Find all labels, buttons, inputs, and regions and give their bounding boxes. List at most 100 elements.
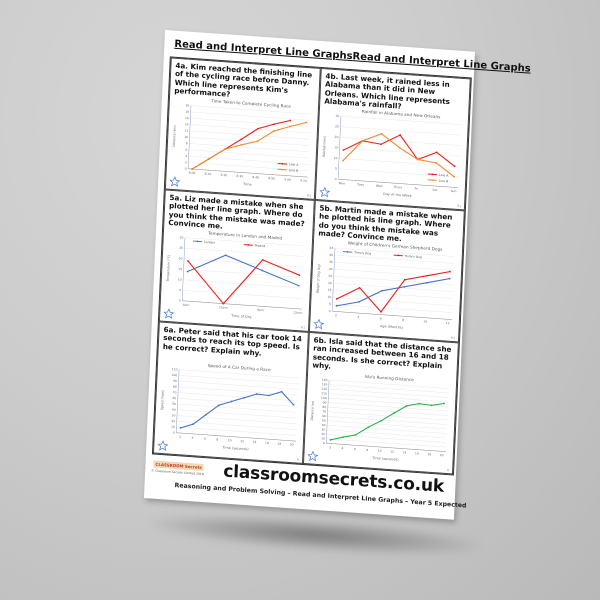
star-icon [169,176,181,188]
svg-text:50: 50 [322,418,326,422]
svg-text:25: 25 [335,124,339,128]
star-icon [319,186,331,198]
svg-text:16: 16 [185,116,189,120]
page-ref: R1 [450,335,456,341]
svg-text:6am: 6am [183,303,190,307]
svg-text:6pm: 6pm [257,308,264,312]
page-ref: R1 [456,203,462,209]
svg-text:14: 14 [252,440,256,444]
svg-text:10: 10 [171,425,175,429]
svg-text:35: 35 [329,260,333,264]
svg-text:25: 25 [179,246,183,250]
legend-entry: Madrid [255,244,266,249]
svg-text:60: 60 [322,414,326,418]
page-ref: R1 [306,193,312,198]
svg-text:50: 50 [172,402,176,406]
svg-text:14: 14 [402,450,406,454]
svg-text:0: 0 [173,431,175,435]
line-chart: Rainfall in Alabama and New Orleans 0 5 10 1… [322,109,461,198]
svg-text:0: 0 [185,167,187,171]
svg-text:8: 8 [402,318,404,322]
series-line [180,391,294,429]
svg-text:25: 25 [328,274,332,278]
svg-text:5: 5 [329,302,331,306]
question-4a: 4a. Kim reached the finishing line of th… [164,57,321,200]
chart-4b: Rainfall in Alabama and New Orleans 0 5 10 1… [319,105,465,203]
question-text: 6a. Peter said that his car took 14 seco… [162,324,303,358]
svg-text:Wed: Wed [376,184,383,188]
chart-title: Temperature in London and Madrid [207,230,283,240]
svg-text:12: 12 [446,321,450,325]
svg-text:30: 30 [172,413,176,417]
svg-text:9.10: 9.10 [300,178,307,182]
svg-text:110: 110 [321,391,327,395]
svg-text:12pm: 12pm [219,305,228,309]
chart-5a: Temperature in London and Madrid 0 5 10 15 20… [163,227,309,325]
svg-text:6: 6 [185,148,187,152]
svg-text:2: 2 [185,160,187,164]
svg-text:5: 5 [335,167,337,171]
svg-text:30: 30 [321,427,325,431]
svg-text:30: 30 [329,267,333,271]
y-axis-label: Speed (mph) [160,390,165,410]
svg-text:4: 4 [341,446,343,450]
svg-text:30: 30 [180,235,184,239]
question-5a: 5a. Liz made a mistake when she plotted … [158,189,315,332]
legend-entry: Line B [439,179,449,184]
legend-entry: Line A [439,173,449,178]
svg-text:100: 100 [171,373,177,377]
svg-text:8.10: 8.10 [204,172,211,176]
star-icon [163,308,175,320]
x-axis-label: Time of Day [230,314,252,319]
svg-text:6: 6 [354,447,356,451]
svg-text:20: 20 [171,419,175,423]
svg-text:15: 15 [178,267,182,271]
svg-text:10: 10 [178,277,182,281]
svg-text:20: 20 [440,453,444,457]
chart-4a: Time Taken to Complete Cycling Race 0 2 4 6 8… [169,95,315,193]
series-line [330,403,445,441]
chart-6a: Speed of A Car During a Race 0 10 20 30 40 50 6… [157,359,303,457]
svg-text:16: 16 [415,451,419,455]
y-axis-label: Distance (km) [172,125,177,147]
question-4b: 4b. Last week, it rained less in Alabama… [314,67,471,211]
series-line [343,134,456,167]
svg-text:20: 20 [335,135,339,139]
svg-text:0: 0 [329,309,331,313]
question-6b: 6b. Isla said that the distance she ran … [302,331,459,475]
svg-text:10: 10 [378,449,382,453]
svg-text:18: 18 [277,442,281,446]
legend-entry: Holly's Dog [405,254,422,259]
page-ref: R [296,457,300,462]
line-chart: Weight of Children's German Shepherd Dog… [316,240,455,330]
series-line [336,278,450,307]
svg-text:20: 20 [290,443,294,447]
x-axis-label: Time [242,182,252,187]
line-chart: Time Taken to Complete Cycling Race 0 2 4 6 8… [172,98,311,187]
svg-text:10: 10 [184,135,188,139]
chart-title: Rainfall in Alabama and New Orleans [362,109,441,119]
chart-6b: Isla's Running Distance 0 10 20 30 40 50 60 70 80… [307,369,453,467]
svg-text:2: 2 [335,313,337,317]
svg-text:10: 10 [327,295,331,299]
svg-text:15: 15 [328,288,332,292]
svg-text:10: 10 [423,320,427,324]
legend-entry: Line A [289,162,299,167]
svg-text:Thurs: Thurs [392,185,402,190]
svg-text:40: 40 [329,253,333,257]
svg-text:20: 20 [321,432,325,436]
svg-text:8.40: 8.40 [252,175,259,179]
svg-text:6: 6 [380,316,382,320]
svg-text:20: 20 [185,103,189,107]
svg-text:80: 80 [173,385,177,389]
svg-text:14: 14 [185,122,189,126]
svg-text:18: 18 [427,452,431,456]
y-axis-label: Weight of Dog (kg) [316,264,321,293]
svg-text:20: 20 [328,281,332,285]
svg-text:140: 140 [322,378,328,382]
line-chart: Isla's Running Distance01020304050607080… [310,374,449,462]
svg-text:130: 130 [321,382,327,386]
line-chart: Temperature in London and Madrid 0 5 10 15 20… [166,230,305,319]
y-axis-label: Distance (m) [310,401,315,421]
svg-text:8: 8 [216,437,218,441]
